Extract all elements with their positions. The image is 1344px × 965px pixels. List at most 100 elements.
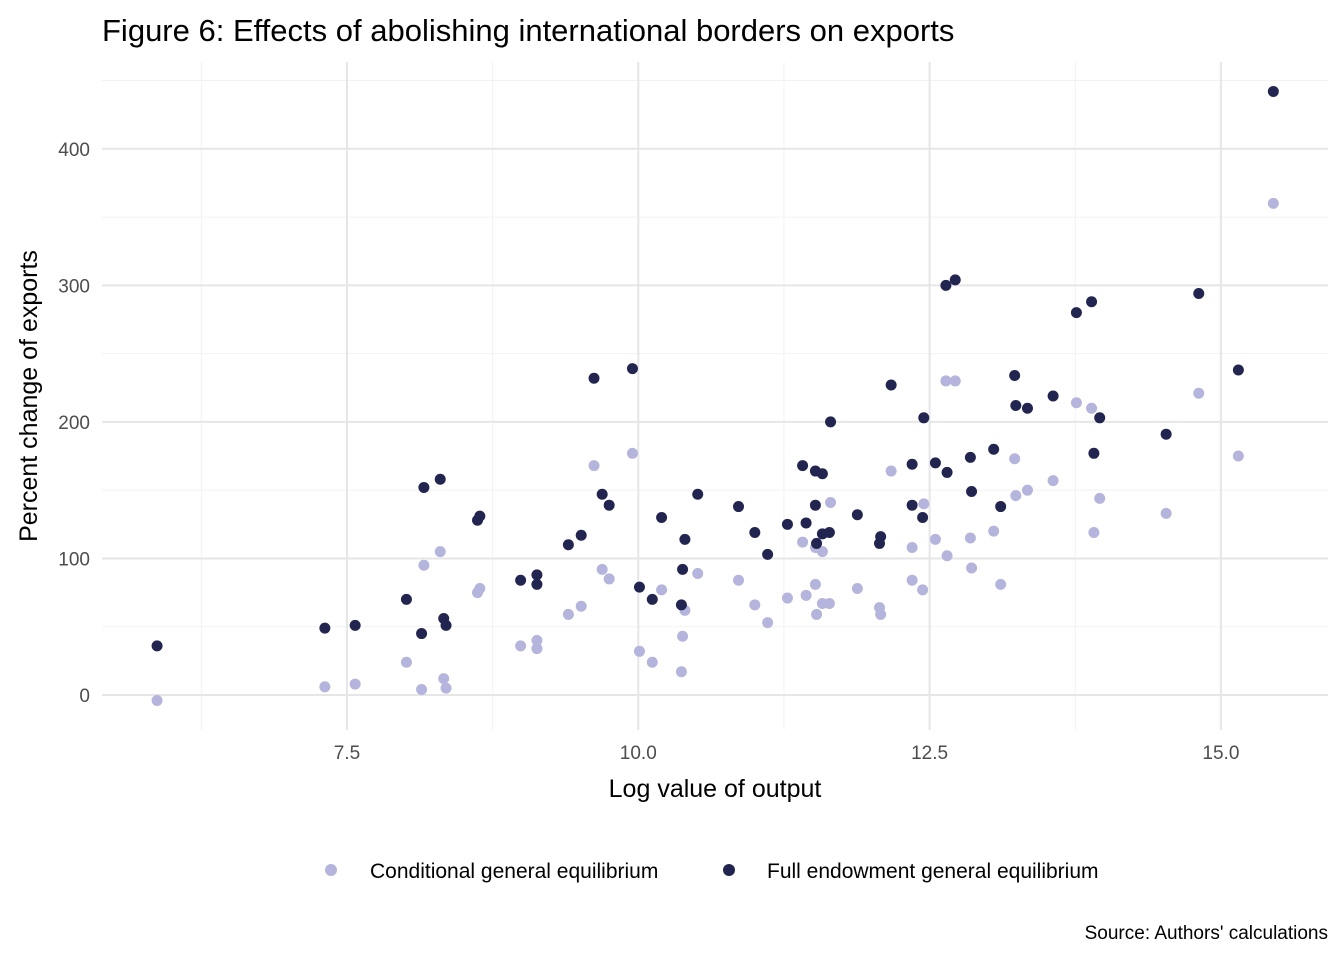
point-conditional — [1086, 402, 1098, 414]
point-conditional — [319, 681, 331, 693]
point-conditional — [1088, 527, 1100, 539]
point-conditional — [677, 630, 689, 642]
point-full — [1010, 400, 1022, 412]
point-conditional — [1267, 197, 1279, 209]
grid — [102, 62, 1328, 730]
point-conditional — [349, 678, 361, 690]
point-full — [319, 622, 331, 634]
point-full — [633, 581, 645, 593]
point-conditional — [1010, 490, 1022, 502]
legend-label-conditional: Conditional general equilibrium — [370, 860, 658, 883]
point-conditional — [929, 533, 941, 545]
point-conditional — [809, 578, 821, 590]
point-conditional — [988, 525, 1000, 537]
point-conditional — [675, 666, 687, 678]
point-full — [531, 569, 543, 581]
point-conditional — [434, 546, 446, 558]
point-full — [1086, 296, 1098, 308]
point-full — [825, 416, 837, 428]
point-conditional — [800, 589, 812, 601]
point-full — [151, 640, 163, 652]
point-full — [1232, 364, 1244, 376]
point-full — [749, 527, 761, 539]
legend: Conditional general equilibrium Full end… — [325, 860, 1099, 883]
point-conditional — [400, 656, 412, 668]
point-conditional — [823, 598, 835, 610]
point-full — [349, 619, 361, 631]
y-tick-label: 400 — [58, 140, 90, 161]
point-conditional — [940, 375, 952, 387]
point-full — [929, 457, 941, 469]
point-full — [781, 518, 793, 530]
point-full — [400, 593, 412, 605]
point-conditional — [906, 574, 918, 586]
point-full — [995, 501, 1007, 513]
point-conditional — [531, 634, 543, 646]
point-conditional — [851, 582, 863, 594]
point-conditional — [440, 682, 452, 694]
point-conditional — [1160, 507, 1172, 519]
point-conditional — [416, 684, 428, 696]
point-full — [515, 574, 527, 586]
point-conditional — [811, 608, 823, 620]
point-conditional — [875, 608, 887, 620]
point-conditional — [603, 573, 615, 585]
point-conditional — [749, 599, 761, 611]
point-conditional — [995, 578, 1007, 590]
point-conditional — [562, 608, 574, 620]
point-conditional — [646, 656, 658, 668]
point-full — [797, 460, 809, 472]
y-tick-label: 200 — [58, 413, 90, 434]
point-full — [575, 529, 587, 541]
point-full — [588, 372, 600, 384]
point-full — [964, 451, 976, 463]
point-full — [851, 509, 863, 521]
point-conditional — [917, 584, 929, 596]
point-full — [531, 578, 543, 590]
point-conditional — [1094, 492, 1106, 504]
point-full — [603, 499, 615, 511]
point-full — [677, 563, 689, 575]
point-full — [988, 443, 1000, 455]
point-conditional — [531, 643, 543, 655]
point-conditional — [588, 460, 600, 472]
point-full — [733, 501, 745, 513]
point-conditional — [906, 542, 918, 554]
chart-title: Figure 6: Effects of abolishing internat… — [102, 13, 954, 48]
point-conditional — [885, 465, 897, 477]
legend-marker-full — [723, 864, 735, 876]
point-conditional — [781, 592, 793, 604]
point-full — [811, 537, 823, 549]
point-conditional — [1047, 475, 1059, 487]
point-full — [440, 619, 452, 631]
point-conditional — [692, 567, 704, 579]
point-full — [1070, 307, 1082, 319]
x-axis-title: Log value of output — [609, 775, 822, 803]
y-axis-title: Percent change of exports — [15, 250, 43, 542]
legend-marker-conditional — [325, 864, 337, 876]
point-full — [1021, 402, 1033, 414]
caption: Source: Authors' calculations — [1085, 923, 1328, 944]
point-full — [1088, 447, 1100, 459]
point-full — [918, 412, 930, 424]
point-conditional — [762, 617, 774, 629]
point-conditional — [656, 584, 668, 596]
point-full — [823, 527, 835, 539]
point-conditional — [941, 550, 953, 562]
point-full — [474, 510, 486, 522]
point-full — [809, 499, 821, 511]
point-conditional — [575, 600, 587, 612]
point-full — [416, 628, 428, 640]
point-full — [1193, 288, 1205, 300]
point-full — [675, 599, 687, 611]
point-full — [562, 539, 574, 551]
point-conditional — [1193, 387, 1205, 399]
point-conditional — [474, 582, 486, 594]
point-conditional — [418, 559, 430, 571]
point-full — [679, 533, 691, 545]
point-full — [646, 593, 658, 605]
point-full — [800, 517, 812, 529]
point-conditional — [733, 574, 745, 586]
y-tick-label: 0 — [79, 686, 90, 707]
